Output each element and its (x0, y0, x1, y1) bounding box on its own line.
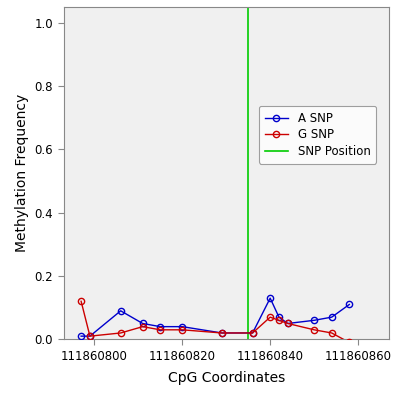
G SNP (220, 330, 224, 335)
A SNP (329, 315, 334, 320)
A SNP (118, 308, 123, 313)
A SNP (276, 315, 281, 320)
G SNP (79, 299, 84, 304)
A SNP (220, 330, 224, 335)
A SNP (347, 302, 352, 307)
Line: A SNP: A SNP (78, 295, 352, 339)
G SNP (88, 334, 92, 338)
G SNP (347, 340, 352, 345)
A SNP (88, 334, 92, 338)
G SNP (140, 324, 145, 329)
A SNP (140, 321, 145, 326)
G SNP (268, 315, 272, 320)
A SNP (158, 324, 163, 329)
A SNP (268, 296, 272, 300)
G SNP (158, 328, 163, 332)
A SNP (312, 318, 316, 323)
Line: G SNP: G SNP (78, 298, 352, 346)
G SNP (329, 330, 334, 335)
A SNP (285, 321, 290, 326)
G SNP (250, 330, 255, 335)
G SNP (285, 321, 290, 326)
Legend: A SNP, G SNP, SNP Position: A SNP, G SNP, SNP Position (259, 106, 376, 164)
A SNP (250, 330, 255, 335)
Y-axis label: Methylation Frequency: Methylation Frequency (15, 94, 29, 252)
G SNP (180, 328, 185, 332)
G SNP (276, 318, 281, 323)
G SNP (118, 330, 123, 335)
A SNP (180, 324, 185, 329)
X-axis label: CpG Coordinates: CpG Coordinates (168, 371, 285, 385)
G SNP (312, 328, 316, 332)
A SNP (79, 334, 84, 338)
